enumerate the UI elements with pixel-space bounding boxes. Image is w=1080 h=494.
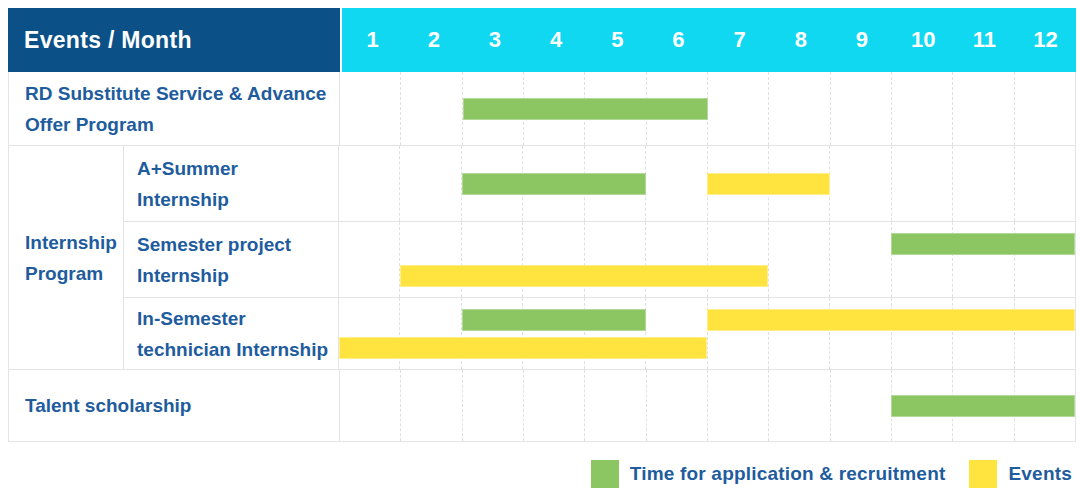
month-gridline-column — [399, 146, 460, 221]
event-bar — [400, 265, 768, 287]
table-row-semester-project-internship: Semester project Internship — [124, 221, 1075, 297]
row-group-internship-program: Internship ProgramA+Summer Internship Sem… — [9, 145, 1075, 369]
table-row-rd-substitute: RD Substitute Service & Advance Offer Pr… — [9, 72, 1075, 145]
event-bar — [707, 309, 1075, 331]
month-gridline-column — [768, 222, 829, 297]
month-gridline-column — [952, 72, 1013, 145]
month-gridline-column — [829, 146, 890, 221]
month-header-cell: 1 — [342, 8, 403, 72]
month-header-cell: 7 — [709, 8, 770, 72]
month-gridline-column — [707, 72, 768, 145]
table-body: RD Substitute Service & Advance Offer Pr… — [8, 72, 1076, 442]
table-header-row: Events / Month 123456789101112 — [8, 8, 1076, 72]
month-header-cell: 8 — [770, 8, 831, 72]
month-gridlines — [340, 72, 1075, 145]
month-gridline-column — [891, 72, 952, 145]
row-label-cell: Semester project Internship — [124, 222, 339, 297]
chart-cell — [339, 146, 1075, 221]
event-bar — [707, 173, 830, 195]
recruitment-bar — [463, 98, 708, 120]
month-gridline-column — [829, 222, 890, 297]
month-gridline-column — [646, 370, 707, 441]
row-label-cell: A+Summer Internship — [124, 146, 339, 221]
month-header-cell: 5 — [587, 8, 648, 72]
month-gridline-column — [707, 370, 768, 441]
month-gridline-column — [462, 370, 523, 441]
table-row-talent-scholarship: Talent scholarship — [9, 369, 1075, 441]
group-label-cell: Internship Program — [9, 146, 124, 369]
month-gridline-column — [830, 72, 891, 145]
month-gridline-column — [768, 72, 829, 145]
month-header-cell: 9 — [831, 8, 892, 72]
row-label-cell: RD Substitute Service & Advance Offer Pr… — [9, 72, 340, 145]
row-label-cell: In-Semester technician Internship — [124, 298, 339, 369]
row-label: Semester project Internship — [137, 229, 330, 291]
events-month-header-cell: Events / Month — [8, 8, 340, 72]
row-label-cell: Talent scholarship — [9, 370, 340, 441]
month-header-cell: 10 — [893, 8, 954, 72]
month-gridline-column — [523, 370, 584, 441]
legend-item-event: Events — [969, 460, 1072, 488]
month-gridline-column — [400, 370, 461, 441]
group-label: Internship Program — [25, 227, 123, 289]
recruitment-legend-swatch — [591, 460, 619, 488]
event-legend-swatch — [969, 460, 997, 488]
month-gridline-column — [584, 370, 645, 441]
month-gridline-column — [339, 222, 399, 297]
recruitment-bar — [891, 395, 1075, 417]
month-header-cell: 11 — [954, 8, 1015, 72]
month-gridline-column — [1014, 72, 1075, 145]
month-gridline-column — [339, 146, 399, 221]
row-label: A+Summer Internship — [137, 153, 330, 215]
month-gridline-column — [891, 146, 952, 221]
month-header-cell: 4 — [526, 8, 587, 72]
month-gridline-column — [952, 146, 1013, 221]
month-gridline-column — [340, 370, 400, 441]
legend: Time for application & recruitment Events — [0, 458, 1072, 490]
row-label: In-Semester technician Internship — [137, 303, 330, 365]
month-header-row: 123456789101112 — [342, 8, 1076, 72]
chart-cell — [339, 222, 1075, 297]
table-title: Events / Month — [24, 27, 192, 54]
legend-item-recruitment: Time for application & recruitment — [591, 460, 946, 488]
month-header-cell: 6 — [648, 8, 709, 72]
recruitment-bar — [891, 233, 1075, 255]
gantt-table: Events / Month 123456789101112 RD Substi… — [8, 8, 1076, 442]
month-header-cell: 12 — [1015, 8, 1076, 72]
recruitment-bar — [462, 309, 646, 331]
legend-label: Events — [1008, 463, 1072, 485]
table-row-in-semester-technician-internship: In-Semester technician Internship — [124, 297, 1075, 369]
month-gridline-column — [1014, 146, 1075, 221]
recruitment-bar — [462, 173, 646, 195]
legend-label: Time for application & recruitment — [630, 463, 946, 485]
row-label: RD Substitute Service & Advance Offer Pr… — [25, 78, 329, 140]
month-header-cell: 2 — [403, 8, 464, 72]
chart-cell — [340, 72, 1075, 145]
month-gridline-column — [645, 146, 706, 221]
group-subrows: A+Summer Internship Semester project Inte… — [124, 146, 1075, 369]
month-gridline-column — [768, 370, 829, 441]
row-label: Talent scholarship — [25, 390, 191, 421]
month-gridline-column — [400, 72, 461, 145]
month-gridline-column — [830, 370, 891, 441]
event-bar — [339, 337, 707, 359]
chart-cell — [339, 298, 1075, 369]
chart-cell — [340, 370, 1075, 441]
month-header-cell: 3 — [464, 8, 525, 72]
month-gridline-column — [340, 72, 400, 145]
table-row-a-plus-summer-internship: A+Summer Internship — [124, 146, 1075, 221]
